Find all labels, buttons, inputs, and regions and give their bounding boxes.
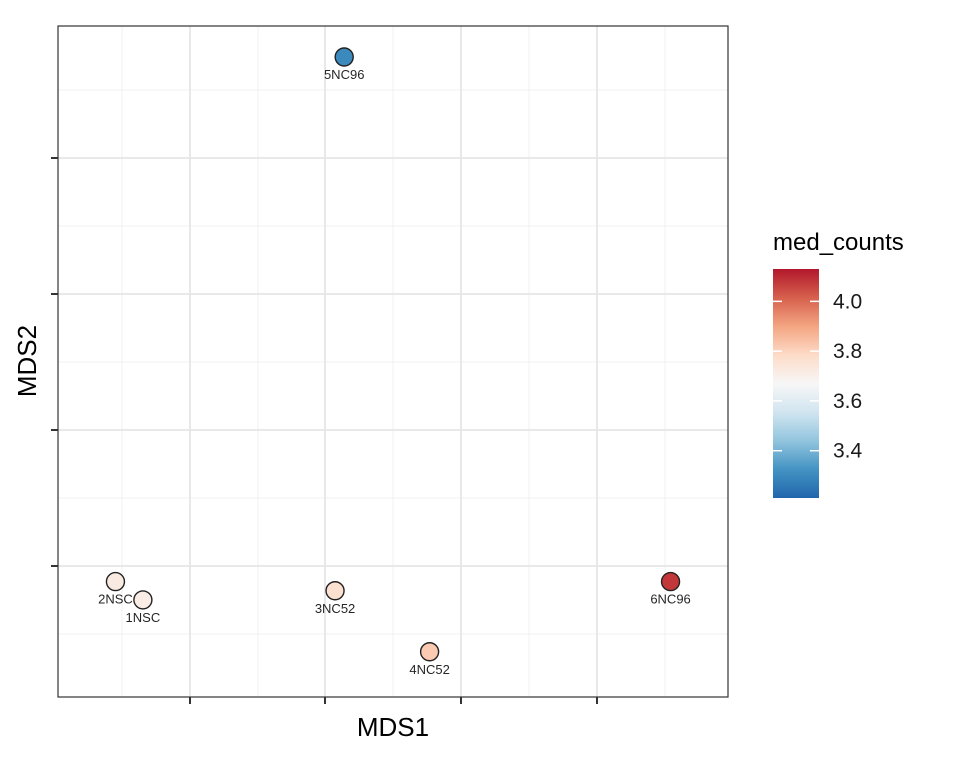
point-label-3nc52: 3NC52 xyxy=(315,601,355,616)
legend-colorbar xyxy=(773,269,819,498)
axis-ticks xyxy=(51,157,598,704)
legend-ticks: 3.4 3.6 3.8 4.0 xyxy=(773,290,863,463)
x-axis-title: MDS1 xyxy=(357,712,429,742)
data-point-3nc52 xyxy=(325,581,345,601)
plot-panel: 5NC96 2NSC 1NSC 3NC52 4NC52 6NC96 xyxy=(57,25,729,698)
point-label-6nc96: 6NC96 xyxy=(650,592,690,607)
data-point-1nsc xyxy=(133,590,153,610)
grid-lines xyxy=(58,26,728,697)
color-legend: med_counts 3.4 3.6 3.8 4.0 xyxy=(773,229,904,498)
y-axis-title: MDS2 xyxy=(12,325,42,397)
legend-tick-label: 3.4 xyxy=(833,440,863,463)
legend-tick-label: 3.6 xyxy=(833,390,862,413)
data-points: 5NC96 2NSC 1NSC 3NC52 4NC52 6NC96 xyxy=(98,47,691,677)
data-point-6nc96 xyxy=(660,571,681,592)
legend-title: med_counts xyxy=(773,229,904,256)
point-label-1nsc: 1NSC xyxy=(126,610,161,625)
data-point-5nc96 xyxy=(334,47,354,67)
data-point-2nsc xyxy=(105,571,126,592)
panel-border xyxy=(57,25,729,698)
legend-tick-label: 4.0 xyxy=(833,290,862,313)
point-label-4nc52: 4NC52 xyxy=(409,662,449,677)
point-label-2nsc: 2NSC xyxy=(98,592,133,607)
data-point-4nc52 xyxy=(419,642,440,662)
legend-tick-label: 3.8 xyxy=(833,340,862,363)
point-label-5nc96: 5NC96 xyxy=(324,67,364,82)
